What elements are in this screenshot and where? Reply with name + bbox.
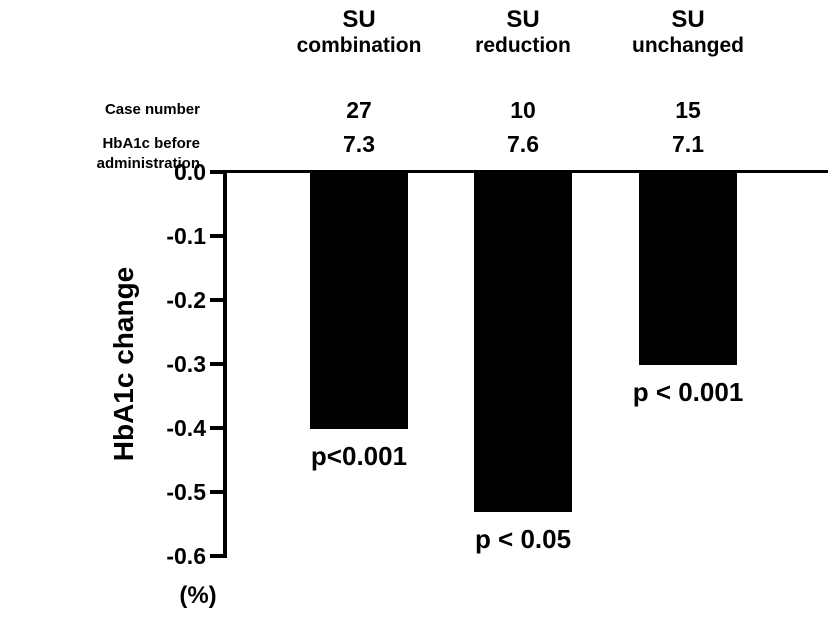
p-value-label: p < 0.05: [474, 524, 572, 554]
hba1c-before-value: 7.1: [672, 131, 704, 157]
column-header: SU reduction: [475, 6, 571, 58]
y-axis-line: [223, 170, 227, 558]
hba1c-before-row-label: HbA1c before administration: [96, 135, 200, 172]
y-tick-mark: [210, 490, 224, 494]
y-tick-mark: [210, 234, 224, 238]
column-header-line2: reduction: [475, 34, 571, 57]
column-header: SU combination: [297, 6, 422, 58]
column-header: SU unchanged: [632, 6, 744, 58]
column-header-line1: SU: [506, 6, 540, 33]
y-tick-label: -0.3: [166, 351, 206, 377]
y-tick-label: -0.6: [166, 543, 206, 569]
case-number-row-label: Case number: [104, 101, 200, 118]
y-tick-mark: [210, 362, 224, 366]
p-value-label: p<0.001: [310, 441, 408, 471]
column-header-line2: combination: [296, 34, 422, 57]
case-number-value: 10: [510, 97, 536, 123]
column-header-line1: SU: [671, 6, 705, 33]
x-axis-zero-line: [223, 170, 828, 173]
case-number-value: 15: [675, 97, 701, 123]
column-header-line1: SU: [342, 6, 376, 33]
hba1c-before-value: 7.6: [507, 131, 539, 157]
y-tick-mark: [210, 170, 224, 174]
column-header-line2: unchanged: [631, 34, 745, 57]
bar: [474, 173, 572, 512]
case-number-value: 27: [346, 97, 372, 123]
bar: [310, 173, 408, 429]
y-tick-mark: [210, 426, 224, 430]
bar: [639, 173, 737, 365]
y-tick-mark: [210, 298, 224, 302]
y-tick-label: -0.4: [166, 415, 206, 441]
y-tick-label: -0.5: [166, 479, 206, 505]
y-axis-unit-label: (%): [179, 582, 217, 609]
y-tick-label: 0.0: [174, 159, 206, 185]
y-tick-label: -0.1: [166, 223, 206, 249]
y-tick-mark: [210, 554, 224, 558]
p-value-label: p < 0.001: [632, 377, 744, 407]
y-tick-label: -0.2: [166, 287, 206, 313]
hba1c-before-value: 7.3: [343, 131, 375, 157]
